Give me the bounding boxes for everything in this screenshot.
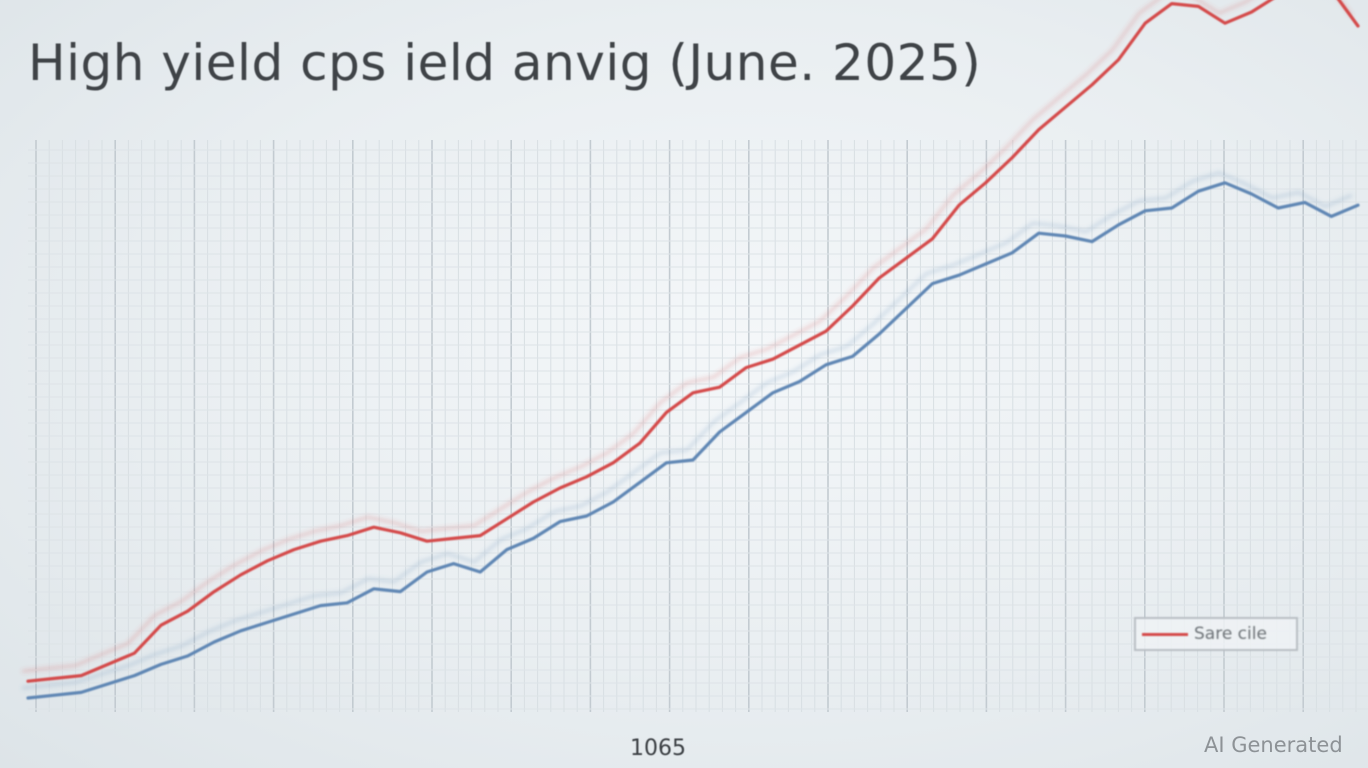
chart-title: High yield cps ield anvig (June. 2025): [28, 34, 982, 92]
watermark: AI Generated: [1204, 733, 1343, 757]
series-2-ghost-line: [21, 171, 1353, 690]
series-2-line: [26, 181, 1360, 700]
legend: Sare cile: [1134, 617, 1298, 651]
legend-label: Sare cile: [1194, 624, 1267, 644]
legend-swatch-red: [1142, 633, 1188, 636]
series-1-ghost-line: [21, 0, 1354, 673]
x-axis-label: 1065: [630, 736, 686, 761]
series-1-line: [26, 0, 1360, 683]
axes: [26, 148, 1368, 714]
series-lines: [21, 0, 1360, 700]
